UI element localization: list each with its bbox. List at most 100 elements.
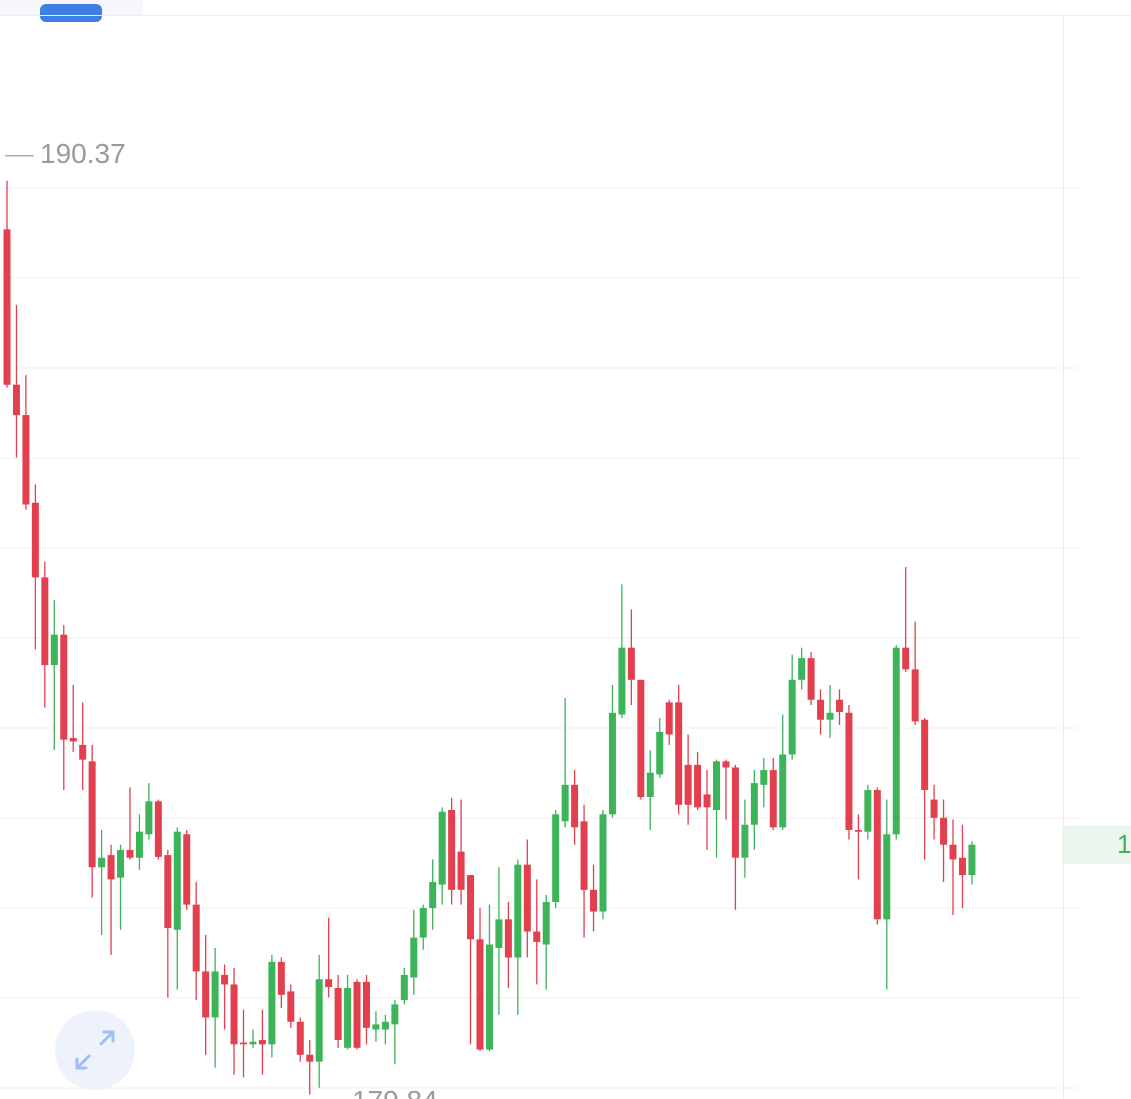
candle-body — [627, 647, 635, 680]
candle-body — [3, 229, 11, 385]
candle-body — [504, 919, 512, 958]
candle-body — [41, 577, 49, 666]
candle-body — [438, 811, 446, 885]
candle-body — [117, 849, 125, 878]
candle-body — [968, 844, 976, 876]
candle-body — [50, 634, 58, 666]
candle-body — [637, 679, 645, 797]
candle-body — [580, 821, 588, 890]
candle-body — [675, 702, 683, 805]
candle-body — [221, 974, 229, 985]
candle-body — [410, 937, 418, 978]
candle-body — [911, 669, 919, 722]
candle-body — [192, 904, 200, 972]
candle-body — [892, 647, 900, 835]
toolbar-button[interactable] — [40, 4, 102, 22]
candle-body — [353, 981, 361, 1048]
candle-body — [883, 834, 891, 920]
candle-body — [807, 658, 815, 700]
candle-body — [154, 801, 162, 857]
candle-body — [381, 1021, 389, 1030]
expand-button[interactable] — [55, 1010, 135, 1090]
candle-body — [334, 987, 342, 1040]
candle-body — [854, 829, 862, 832]
candle-body — [107, 855, 115, 880]
candle-body — [722, 761, 730, 768]
candle-body — [949, 844, 957, 860]
candle-body — [362, 981, 370, 1028]
candle-body — [22, 415, 30, 505]
candle-body — [817, 699, 825, 720]
candle-body — [135, 831, 143, 858]
candle-body — [419, 908, 427, 938]
candle-body — [684, 764, 692, 805]
candle-body — [126, 849, 134, 858]
candle-body — [230, 984, 238, 1045]
candle-body — [930, 799, 938, 818]
candle-body — [183, 834, 191, 905]
candle-body — [202, 971, 210, 1018]
expand-circle[interactable] — [55, 1010, 135, 1090]
last-price-label: 1 — [1117, 829, 1131, 859]
candle-body — [467, 875, 475, 940]
candle-body — [921, 719, 929, 791]
candle-body — [533, 931, 541, 942]
candle-body — [476, 939, 484, 1050]
candle-body — [561, 784, 569, 822]
candle-body — [287, 991, 295, 1022]
candle-body — [902, 647, 910, 670]
candle-body — [211, 971, 219, 1018]
candle-body — [542, 901, 550, 945]
candle-body — [400, 974, 408, 1001]
candle-body — [826, 712, 834, 720]
candle-body — [31, 502, 39, 578]
candle-body — [958, 857, 966, 876]
candle-body — [835, 699, 843, 712]
candle-body — [79, 744, 87, 760]
candle-body — [315, 979, 323, 1062]
candle-body — [249, 1041, 257, 1045]
candle-body — [713, 761, 720, 810]
candle-body — [325, 979, 333, 988]
candle-body — [798, 658, 806, 680]
high-label: 190.37 — [40, 138, 126, 169]
candle-body — [164, 855, 172, 929]
candle-body — [277, 961, 285, 995]
candle-body — [88, 761, 96, 868]
candle-body — [788, 679, 796, 755]
candle-body — [618, 647, 626, 715]
candle-body — [429, 882, 437, 909]
candle-body — [485, 944, 493, 1050]
candle-body — [391, 1004, 399, 1025]
candle-body — [306, 1054, 314, 1062]
candle-body — [741, 824, 749, 858]
candle-body — [845, 712, 853, 830]
candle-body — [372, 1024, 380, 1030]
candle-body — [296, 1021, 304, 1055]
candle-body — [779, 754, 787, 828]
candle-body — [448, 809, 456, 890]
candle-body — [571, 784, 579, 828]
expand-icon[interactable] — [75, 1030, 115, 1070]
candle-body — [731, 767, 739, 858]
grid — [0, 187, 1078, 1089]
candle-body — [258, 1039, 266, 1045]
last-price-tag — [1062, 826, 1131, 864]
candle-body — [864, 790, 872, 832]
candle-body — [599, 814, 607, 912]
candle-body — [523, 864, 531, 932]
candle-body — [514, 864, 522, 958]
candle-body — [750, 783, 758, 825]
candle-body — [457, 851, 465, 890]
candle-body — [760, 770, 768, 785]
candle-body — [646, 772, 654, 797]
candle-body — [552, 814, 560, 902]
candle-body — [703, 794, 711, 808]
candle-body — [940, 817, 948, 845]
candle-body — [268, 961, 276, 1045]
candle-body — [694, 764, 702, 808]
candle-body — [145, 801, 153, 835]
candle-body — [12, 384, 20, 416]
